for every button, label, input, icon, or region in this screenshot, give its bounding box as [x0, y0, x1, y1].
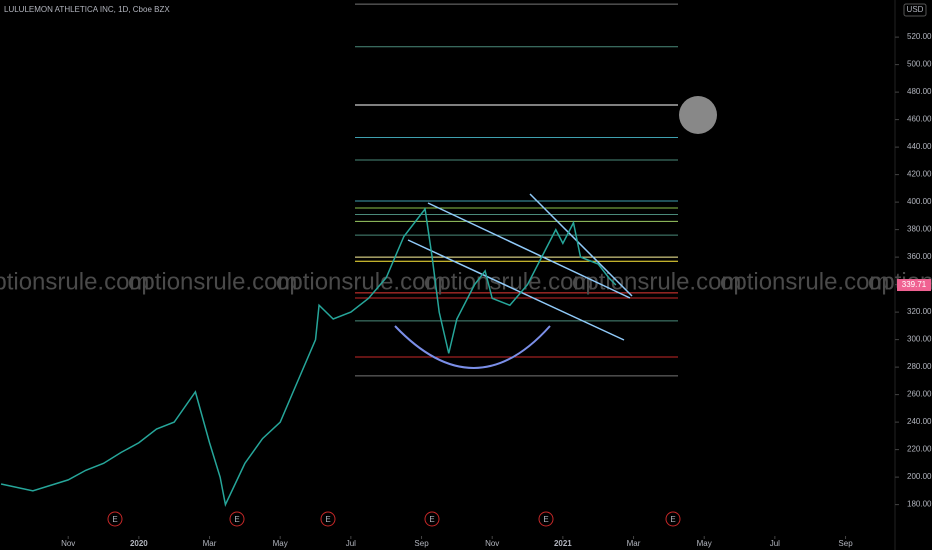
y-tick-label: 320.00 — [907, 307, 932, 316]
levels — [355, 3, 678, 377]
chart-title: LULULEMON ATHLETICA INC, 1D, Cboe BZX — [4, 5, 170, 14]
plot — [0, 207, 617, 508]
trendline — [427, 202, 631, 299]
x-tick-label: Jul — [346, 539, 356, 548]
y-tick-label: 180.00 — [907, 500, 932, 509]
x-tick-label: Nov — [485, 539, 499, 548]
y-tick-label: 480.00 — [907, 87, 932, 96]
y-tick-label: 240.00 — [907, 417, 932, 426]
earnings-label: E — [112, 515, 117, 524]
x-tick-label: Sep — [414, 539, 429, 548]
watermark: optionsrule.com — [720, 268, 889, 295]
earnings-label: E — [429, 515, 434, 524]
y-tick-label: 440.00 — [907, 142, 932, 151]
x-tick-label: 2020 — [130, 539, 148, 548]
y-tick-label: 420.00 — [907, 170, 932, 179]
last-price-label: 339.71 — [902, 280, 927, 289]
y-tick-label: 400.00 — [907, 197, 932, 206]
y-tick-label: 460.00 — [907, 115, 932, 124]
y-tick-label: 360.00 — [907, 252, 932, 261]
earnings-label: E — [543, 515, 548, 524]
x-tick-label: Mar — [203, 539, 217, 548]
y-tick-label: 520.00 — [907, 32, 932, 41]
earnings-badge — [229, 511, 245, 527]
trendline — [407, 239, 625, 341]
x-tick-label: May — [697, 539, 712, 548]
currency: USD — [907, 5, 924, 14]
earnings-badge — [538, 511, 554, 527]
earnings-badge — [107, 511, 123, 527]
watermark: optionsrule.com — [276, 268, 445, 295]
watermark: optionsrule.com — [128, 268, 297, 295]
y-tick-label: 300.00 — [907, 335, 932, 344]
earnings-label: E — [234, 515, 239, 524]
cup-arc — [394, 325, 551, 369]
watermark: optionsrule.com — [0, 268, 149, 295]
earnings-badge — [320, 511, 336, 527]
watermark: optionsrule.com — [424, 268, 593, 295]
y-tick-label: 200.00 — [907, 472, 932, 481]
earnings-label: E — [670, 515, 675, 524]
y-tick-label: 500.00 — [907, 60, 932, 69]
watermark-row: optionsrule.comoptionsrule.comoptionsrul… — [0, 268, 932, 295]
price-line — [0, 207, 617, 508]
x-tick-label: Mar — [627, 539, 641, 548]
currency-box — [903, 3, 927, 17]
last-price-badge — [897, 279, 931, 292]
circle-marker — [679, 96, 717, 134]
x-tick-label: May — [273, 539, 288, 548]
trendline — [529, 193, 633, 297]
y-tick-label: 380.00 — [907, 225, 932, 234]
x-tick-label: Sep — [838, 539, 853, 548]
earnings-badge — [665, 511, 681, 527]
y-tick-label: 220.00 — [907, 445, 932, 454]
x-tick-label: Jul — [770, 539, 780, 548]
y-tick-label: 260.00 — [907, 390, 932, 399]
x-tick-label: 2021 — [554, 539, 572, 548]
x-tick-label: Nov — [61, 539, 75, 548]
watermark: optionsrule.com — [572, 268, 741, 295]
earnings-label: E — [325, 515, 330, 524]
earnings-badge — [424, 511, 440, 527]
y-tick-label: 280.00 — [907, 362, 932, 371]
